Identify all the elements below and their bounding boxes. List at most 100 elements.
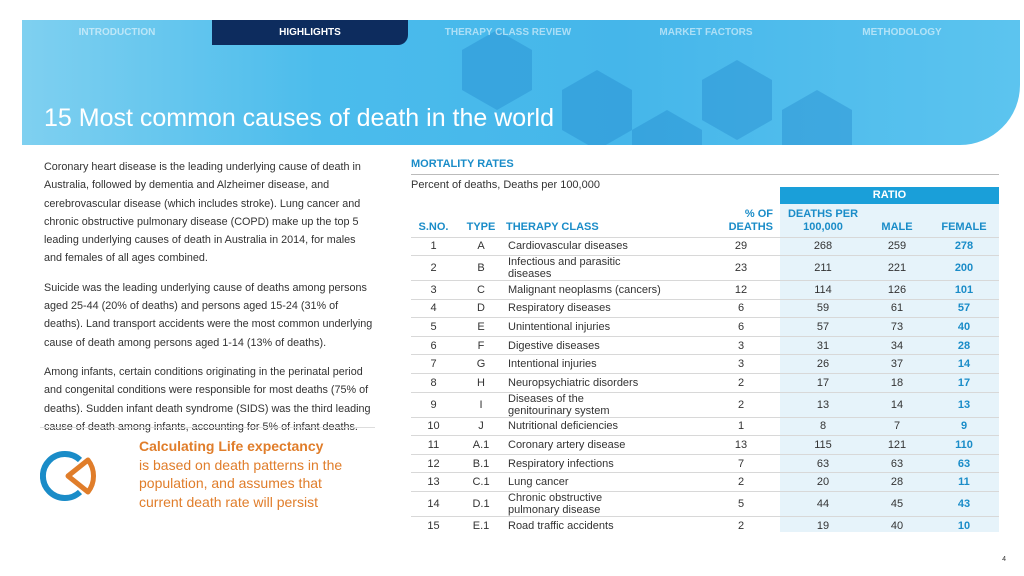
- sno-cell: 13: [411, 472, 456, 492]
- therapy-class-cell: Lung cancer: [506, 472, 701, 492]
- male-cell: 45: [865, 491, 929, 517]
- tab-introduction[interactable]: INTRODUCTION: [78, 27, 156, 38]
- male-cell: 126: [865, 280, 929, 300]
- female-cell: 101: [929, 280, 999, 300]
- paragraph: Suicide was the leading underlying cause…: [44, 281, 373, 349]
- percent-cell: 23: [701, 255, 781, 281]
- female-cell: 278: [929, 236, 999, 256]
- deaths-cell: 20: [781, 472, 865, 492]
- type-cell: A.1: [456, 435, 506, 455]
- male-cell: 221: [865, 255, 929, 281]
- male-cell: 34: [865, 335, 929, 355]
- deaths-cell: 211: [781, 255, 865, 281]
- percent-cell: 6: [701, 317, 781, 337]
- therapy-class-cell: Nutritional deficiencies: [506, 416, 701, 436]
- therapy-class-cell: Chronic obstructive pulmonary disease: [506, 491, 701, 517]
- table-row: 14 D.1 Chronic obstructive pulmonary disea…: [411, 491, 999, 517]
- female-cell: 110: [929, 435, 999, 455]
- deaths-cell: 13: [781, 391, 865, 418]
- male-cell: 40: [865, 516, 929, 536]
- female-cell: 43: [929, 491, 999, 517]
- table-row: 4 D Respiratory diseases 6 59 61 57: [411, 298, 999, 318]
- deaths-cell: 17: [781, 373, 865, 393]
- therapy-class-cell: Neuropsychiatric disorders: [506, 373, 701, 393]
- divider: [411, 174, 999, 175]
- sno-cell: 12: [411, 453, 456, 473]
- sno-cell: 10: [411, 416, 456, 436]
- sno-cell: 9: [411, 391, 456, 418]
- type-cell: F: [456, 335, 506, 355]
- male-cell: 37: [865, 354, 929, 374]
- top-nav: INTRODUCTION HIGHLIGHTS THERAPY CLASS RE…: [22, 20, 1020, 45]
- callout-heading: Calculating Life expectancy: [139, 438, 324, 454]
- percent-cell: 7: [701, 453, 781, 473]
- table-row: 15 E.1 Road traffic accidents 2 19 40 10: [411, 516, 999, 536]
- percent-cell: 2: [701, 373, 781, 393]
- type-cell: A: [456, 236, 506, 256]
- type-cell: E.1: [456, 516, 506, 536]
- col-female: FEMALE: [941, 220, 987, 233]
- life-expectancy-icon: [39, 446, 104, 511]
- male-cell: 7: [865, 416, 929, 436]
- deaths-cell: 63: [781, 453, 865, 473]
- paragraph: Among infants, certain conditions origin…: [44, 365, 371, 433]
- divider: [40, 427, 375, 428]
- male-cell: 18: [865, 373, 929, 393]
- therapy-class-cell: Digestive diseases: [506, 335, 701, 355]
- sno-cell: 11: [411, 435, 456, 455]
- col-percent: % OF DEATHS: [728, 207, 773, 233]
- female-cell: 28: [929, 335, 999, 355]
- sno-cell: 15: [411, 516, 456, 536]
- type-cell: H: [456, 373, 506, 393]
- female-cell: 200: [929, 255, 999, 281]
- type-cell: G: [456, 354, 506, 374]
- deaths-cell: 57: [781, 317, 865, 337]
- intro-text: Coronary heart disease is the leading un…: [44, 158, 374, 447]
- percent-cell: 6: [701, 298, 781, 318]
- table-row: 10 J Nutritional deficiencies 1 8 7 9: [411, 416, 999, 436]
- table-row: 12 B.1 Respiratory infections 7 63 63 63: [411, 453, 999, 473]
- sno-cell: 2: [411, 255, 456, 281]
- deaths-cell: 114: [781, 280, 865, 300]
- type-cell: B: [456, 255, 506, 281]
- female-cell: 13: [929, 391, 999, 418]
- sno-cell: 6: [411, 335, 456, 355]
- tab-therapy-class-review[interactable]: THERAPY CLASS REVIEW: [444, 27, 572, 38]
- type-cell: D: [456, 298, 506, 318]
- type-cell: D.1: [456, 491, 506, 517]
- percent-cell: 12: [701, 280, 781, 300]
- tab-highlights[interactable]: HIGHLIGHTS: [212, 20, 408, 45]
- tab-market-factors[interactable]: MARKET FACTORS: [659, 27, 753, 38]
- type-cell: C: [456, 280, 506, 300]
- tab-methodology[interactable]: METHODOLOGY: [862, 27, 942, 38]
- percent-cell: 3: [701, 354, 781, 374]
- female-cell: 57: [929, 298, 999, 318]
- female-cell: 11: [929, 472, 999, 492]
- type-cell: I: [456, 391, 506, 418]
- percent-cell: 5: [701, 491, 781, 517]
- male-cell: 14: [865, 391, 929, 418]
- percent-cell: 2: [701, 516, 781, 536]
- sno-cell: 5: [411, 317, 456, 337]
- female-cell: 10: [929, 516, 999, 536]
- sno-cell: 14: [411, 491, 456, 517]
- female-cell: 9: [929, 416, 999, 436]
- col-therapy-class: THERAPY CLASS: [506, 220, 599, 233]
- col-type: TYPE: [466, 220, 496, 233]
- deaths-cell: 8: [781, 416, 865, 436]
- deaths-cell: 19: [781, 516, 865, 536]
- table-row: 8 H Neuropsychiatric disorders 2 17 18 17: [411, 373, 999, 393]
- therapy-class-cell: Malignant neoplasms (cancers): [506, 280, 701, 300]
- therapy-class-cell: Respiratory infections: [506, 453, 701, 473]
- female-cell: 40: [929, 317, 999, 337]
- deaths-cell: 26: [781, 354, 865, 374]
- hex-decoration: [562, 70, 632, 145]
- percent-cell: 2: [701, 391, 781, 418]
- hex-decoration: [632, 110, 702, 145]
- percent-cell: 13: [701, 435, 781, 455]
- sno-cell: 4: [411, 298, 456, 318]
- table-row: 9 I Diseases of the genitourinary system 2 1…: [411, 391, 999, 418]
- type-cell: B.1: [456, 453, 506, 473]
- hex-decoration: [782, 90, 852, 145]
- page-number: 4: [1002, 556, 1006, 563]
